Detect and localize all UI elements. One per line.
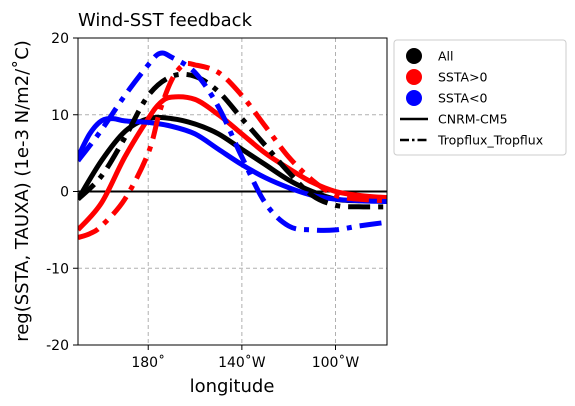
legend: All SSTA>0 SSTA<0 CNRM-CM5 Tropflux_Tropflux xyxy=(393,39,567,156)
legend-label-cnrm-cm5: CNRM-CM5 xyxy=(438,112,508,127)
series-line-tropflux-tropflux-sstagt0 xyxy=(78,60,387,240)
x-axis-ticks: 180˚ 140˚W 100˚W xyxy=(131,345,359,371)
legend-marker-sstagt0 xyxy=(406,69,422,85)
legend-box xyxy=(393,39,567,156)
legend-label-sstagt0: SSTA>0 xyxy=(438,70,488,85)
y-tick-label: -10 xyxy=(46,261,69,277)
chart-title: Wind-SST feedback xyxy=(78,10,253,31)
legend-label-all: All xyxy=(438,49,454,64)
x-tick-label: 180˚ xyxy=(131,354,165,371)
y-axis-ticks: 20 10 0 -10 -20 xyxy=(46,31,78,354)
series-line-tropflux-tropflux-all xyxy=(78,71,387,210)
y-tick-label: -20 xyxy=(46,338,69,354)
y-tick-label: 10 xyxy=(51,108,69,124)
x-axis-label: longitude xyxy=(190,376,275,397)
series-line-tropflux-tropflux-sstalt0 xyxy=(78,50,387,233)
y-tick-label: 0 xyxy=(60,185,69,201)
y-axis-label: reg(SSTA, TAUXA) (1e-3 N/m2/˚C) xyxy=(12,40,33,342)
series-line-cnrm-cm5-sstagt0 xyxy=(78,94,387,232)
y-tick-label: 20 xyxy=(51,31,69,47)
x-tick-label: 100˚W xyxy=(312,354,360,371)
legend-label-sstalt0: SSTA<0 xyxy=(438,91,488,106)
legend-marker-sstalt0 xyxy=(406,90,422,106)
legend-marker-all xyxy=(406,48,422,64)
legend-label-tropflux-tropflux: Tropflux_Tropflux xyxy=(437,133,543,148)
x-tick-label: 140˚W xyxy=(218,354,266,371)
